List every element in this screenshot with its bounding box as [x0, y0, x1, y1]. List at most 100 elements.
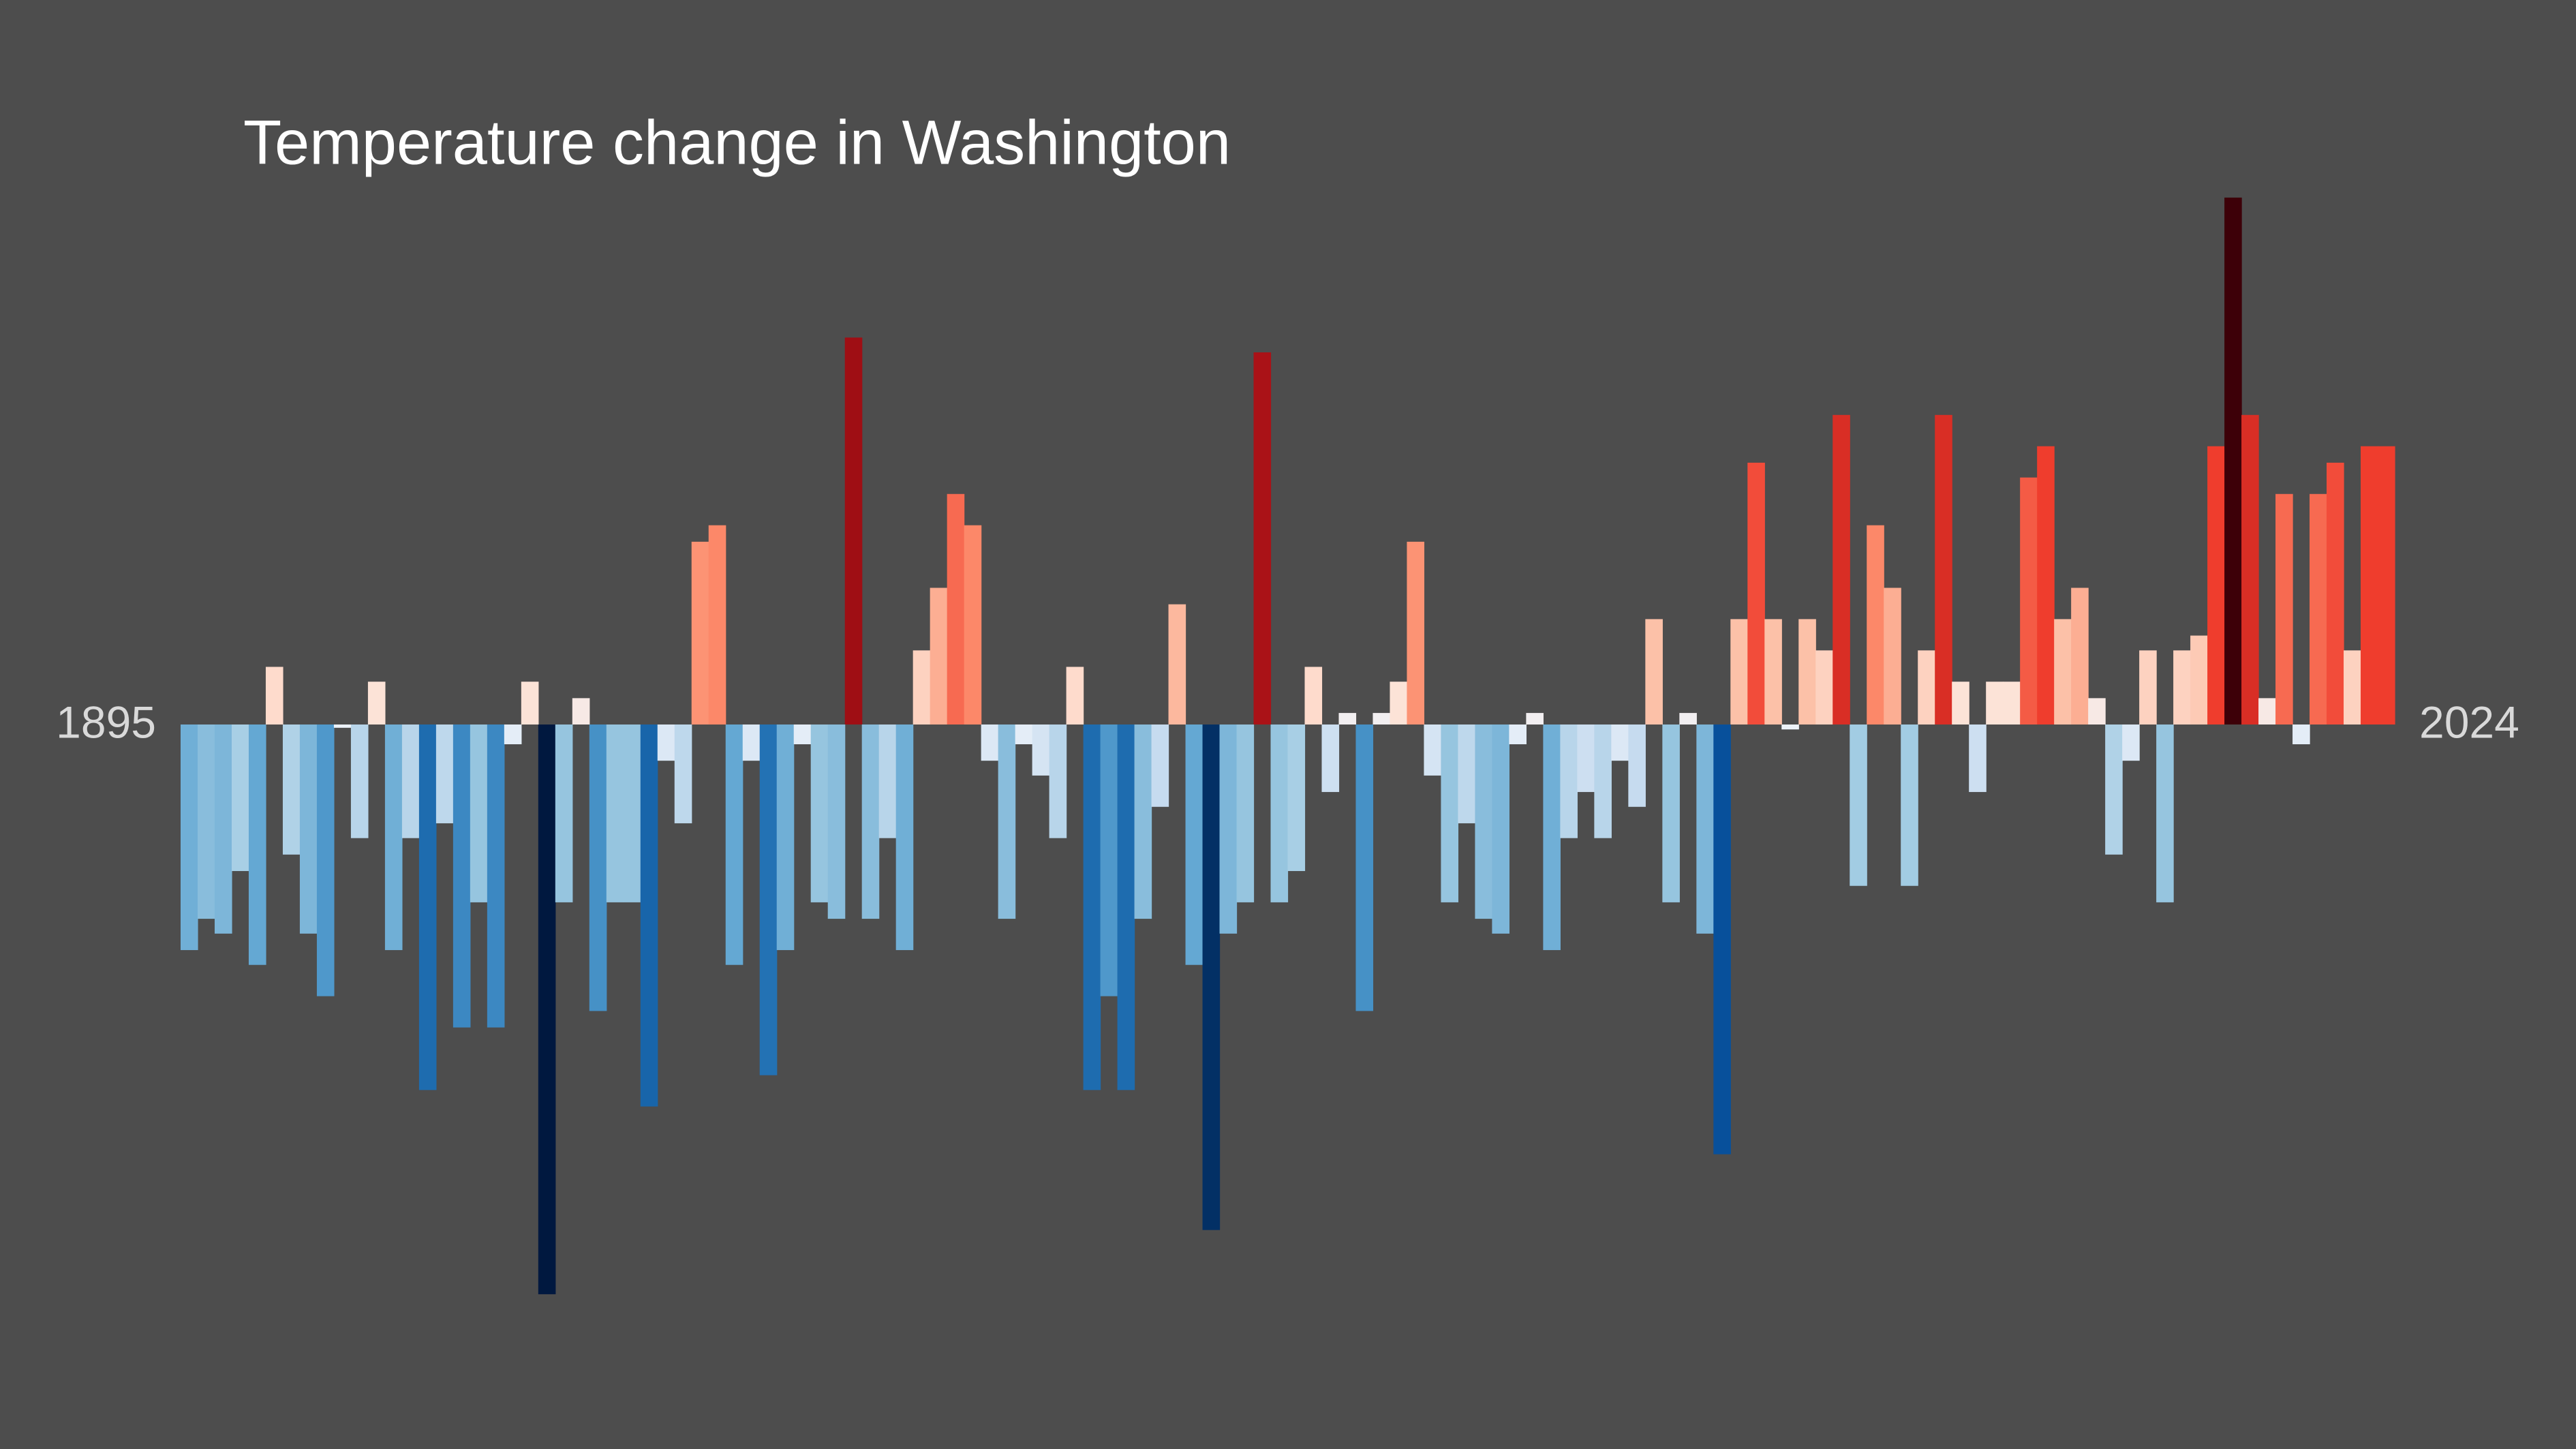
bar [606, 724, 624, 902]
bar [998, 724, 1016, 919]
bar [2122, 724, 2140, 761]
bar [1441, 724, 1459, 902]
bar [1611, 724, 1629, 761]
bar [2003, 682, 2021, 724]
bar [1134, 724, 1152, 919]
bar [1373, 713, 1391, 724]
bar [1253, 352, 1272, 724]
bar [691, 541, 709, 724]
bar [1049, 724, 1067, 838]
bar [2275, 493, 2293, 724]
bar [759, 724, 778, 1076]
bar [1287, 724, 1306, 872]
bar [878, 724, 897, 838]
bar [2207, 446, 2225, 724]
bar [2310, 493, 2327, 724]
bar [282, 724, 301, 855]
bar [1066, 667, 1084, 724]
bar [2224, 197, 2242, 725]
bar [589, 724, 607, 1011]
bar [316, 724, 335, 996]
bar [827, 724, 846, 919]
bar [1338, 713, 1357, 724]
bar [2020, 477, 2038, 724]
bar [930, 588, 948, 724]
bar [2327, 462, 2344, 724]
bar [1560, 724, 1578, 838]
bar [1969, 724, 1987, 793]
bar [810, 724, 829, 902]
bar [1270, 724, 1289, 902]
bar [1594, 724, 1612, 838]
bar [2156, 724, 2174, 902]
bar [657, 724, 675, 761]
bar [623, 724, 641, 902]
bar [1884, 588, 1901, 724]
bar [401, 724, 420, 838]
bar [742, 724, 761, 761]
bar [231, 724, 249, 872]
bar [418, 724, 437, 1090]
bar [2071, 588, 2089, 724]
bar [1117, 724, 1135, 1090]
bar [964, 525, 982, 724]
bar [2241, 414, 2259, 724]
bar [181, 724, 198, 950]
bar [1407, 541, 1425, 724]
bar [265, 667, 283, 724]
bar [1952, 682, 1969, 724]
bar [1015, 724, 1033, 744]
bar [981, 724, 999, 761]
bar [1032, 724, 1050, 776]
bar [521, 682, 539, 724]
bar [1781, 724, 1799, 730]
bar [1628, 724, 1646, 807]
bar [861, 724, 880, 919]
bar [1475, 724, 1493, 919]
bar [2344, 650, 2361, 724]
bar [640, 724, 658, 1107]
x-tick-label: 2024 [2419, 697, 2519, 747]
bar [1764, 619, 1782, 724]
bar [2139, 650, 2157, 724]
bar [2190, 635, 2208, 724]
bar [1696, 724, 1714, 934]
bar [487, 724, 505, 1028]
bar [1850, 724, 1867, 886]
bar [1083, 724, 1101, 1090]
bar [708, 525, 726, 724]
bar [2105, 724, 2123, 855]
bar [947, 493, 965, 724]
bar [1236, 724, 1255, 902]
bar [333, 724, 352, 728]
bar [367, 682, 386, 724]
bar [1492, 724, 1509, 934]
bar [1424, 724, 1442, 776]
bar [197, 724, 215, 919]
bar [1100, 724, 1118, 996]
bar [1458, 724, 1476, 823]
bar [1355, 724, 1374, 1011]
bar [1747, 462, 1765, 724]
bar [1304, 667, 1323, 724]
bar [1645, 619, 1663, 724]
bar [1543, 724, 1561, 950]
bar [1526, 713, 1544, 724]
x-tick-label: 1895 [56, 697, 156, 747]
bar [1168, 604, 1186, 724]
bar [1679, 713, 1697, 724]
bar [2258, 698, 2276, 724]
bar [1390, 682, 1408, 724]
bar [1202, 724, 1221, 1230]
bar [1185, 724, 1203, 965]
bar [2037, 446, 2055, 724]
bar [2088, 698, 2106, 724]
bar [1662, 724, 1680, 902]
bar [725, 724, 743, 965]
bar [572, 698, 590, 724]
chart-title: Temperature change in Washington [243, 108, 1231, 177]
bar [844, 337, 863, 724]
bar [214, 724, 232, 934]
bar [1713, 724, 1731, 1155]
